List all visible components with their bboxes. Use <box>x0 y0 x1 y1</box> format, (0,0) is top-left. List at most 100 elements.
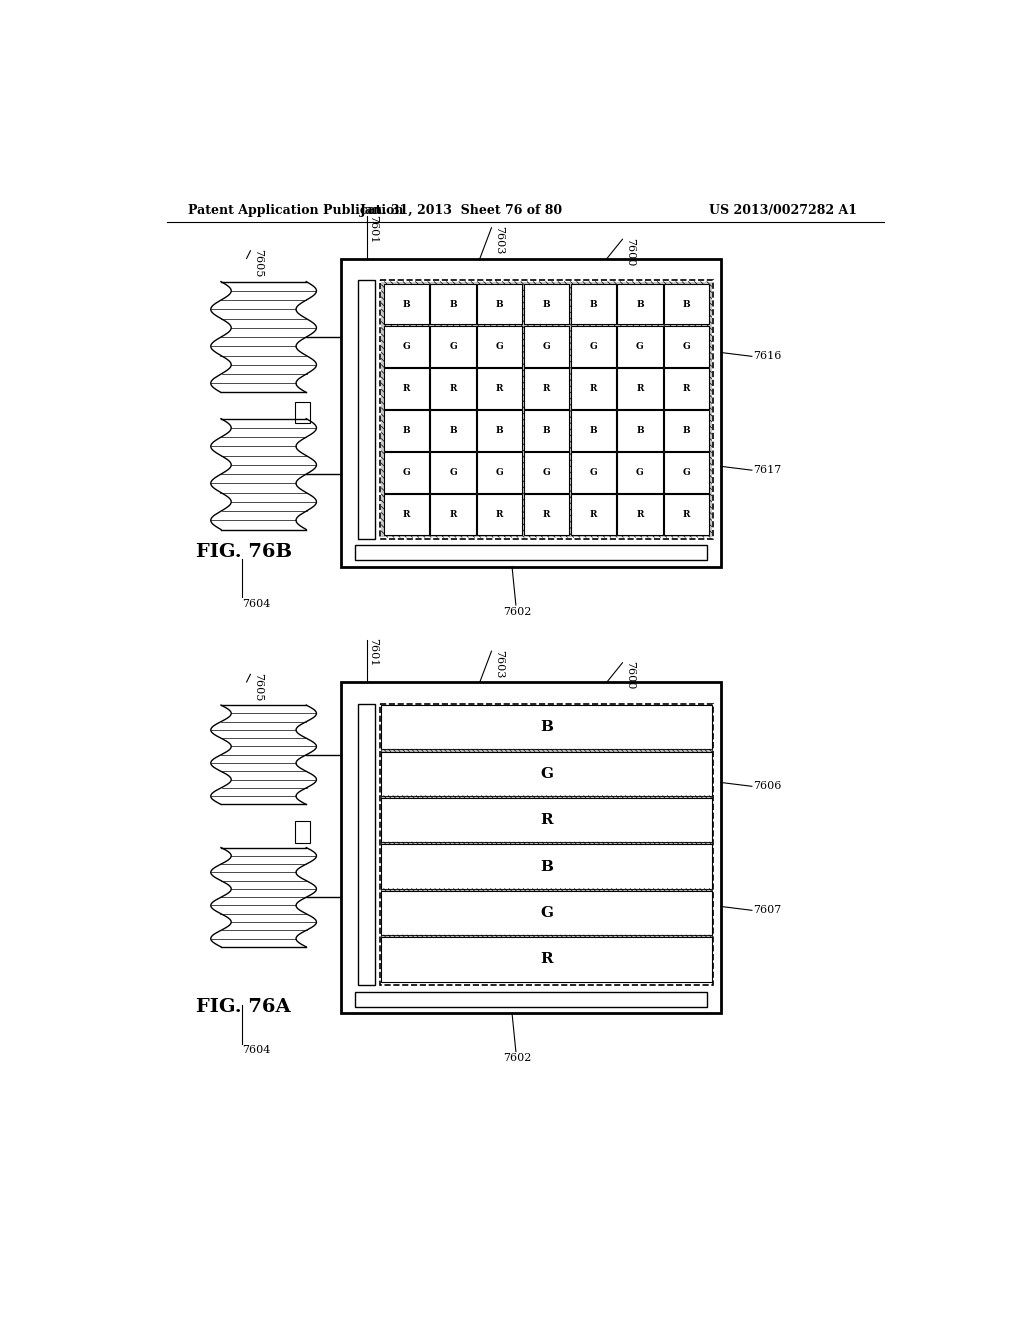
Bar <box>570 284 615 325</box>
Bar <box>358 704 375 985</box>
Text: R: R <box>590 510 597 519</box>
Bar <box>384 495 429 535</box>
Bar <box>381 842 712 845</box>
Text: G: G <box>496 469 504 477</box>
Text: R: R <box>402 510 410 519</box>
Text: 7605: 7605 <box>253 673 263 701</box>
Text: B: B <box>543 300 550 309</box>
Bar <box>617 284 663 325</box>
Bar <box>380 280 713 539</box>
Text: R: R <box>543 510 550 519</box>
Bar <box>617 326 663 367</box>
Text: G: G <box>450 469 457 477</box>
Text: 7601: 7601 <box>369 215 378 243</box>
Text: G: G <box>543 342 550 351</box>
Bar <box>341 682 721 1014</box>
Text: B: B <box>402 426 411 436</box>
Text: 7606: 7606 <box>754 781 781 791</box>
Polygon shape <box>211 847 316 946</box>
Bar <box>384 453 429 492</box>
Bar <box>524 326 569 367</box>
Text: R: R <box>683 384 690 393</box>
Text: 7604: 7604 <box>243 599 270 609</box>
Bar <box>380 704 713 985</box>
Polygon shape <box>211 418 316 529</box>
Text: G: G <box>450 342 457 351</box>
Bar <box>524 368 569 409</box>
Text: 7602: 7602 <box>503 607 531 616</box>
Text: R: R <box>683 510 690 519</box>
Text: R: R <box>450 384 457 393</box>
Bar <box>570 368 615 409</box>
Text: B: B <box>636 426 644 436</box>
Text: R: R <box>496 384 504 393</box>
Text: 7600: 7600 <box>625 238 635 267</box>
Bar <box>570 453 615 492</box>
Bar <box>617 368 663 409</box>
Polygon shape <box>211 281 316 392</box>
Polygon shape <box>211 705 316 804</box>
Text: 7604: 7604 <box>243 1045 270 1056</box>
Text: US 2013/0027282 A1: US 2013/0027282 A1 <box>710 205 857 218</box>
Text: B: B <box>450 300 457 309</box>
Bar <box>524 284 569 325</box>
Text: B: B <box>590 300 597 309</box>
Bar <box>617 453 663 492</box>
Bar <box>570 411 615 450</box>
Bar <box>381 751 712 796</box>
Text: FIG. 76A: FIG. 76A <box>197 998 291 1015</box>
Bar <box>355 991 707 1007</box>
Bar <box>384 368 429 409</box>
Bar <box>295 821 310 842</box>
Text: R: R <box>496 510 504 519</box>
Text: B: B <box>496 426 504 436</box>
Bar <box>570 495 615 535</box>
Text: 7601: 7601 <box>369 638 378 667</box>
Bar <box>381 799 712 842</box>
Bar <box>381 750 712 751</box>
Text: B: B <box>540 721 553 734</box>
Text: G: G <box>683 342 690 351</box>
Bar <box>430 326 475 367</box>
Bar <box>430 284 475 325</box>
Bar <box>384 326 429 367</box>
Text: R: R <box>636 384 644 393</box>
Text: B: B <box>543 426 550 436</box>
Bar <box>477 411 522 450</box>
Bar <box>617 411 663 450</box>
Text: Patent Application Publication: Patent Application Publication <box>188 205 403 218</box>
Text: 7617: 7617 <box>754 465 781 475</box>
Bar <box>665 495 710 535</box>
Bar <box>381 937 712 982</box>
Text: R: R <box>541 813 553 828</box>
Text: G: G <box>540 906 553 920</box>
Text: FIG. 76B: FIG. 76B <box>197 544 292 561</box>
Bar <box>381 888 712 891</box>
Text: 7600: 7600 <box>625 661 635 689</box>
Bar <box>384 411 429 450</box>
Bar <box>381 796 712 799</box>
Text: G: G <box>590 342 597 351</box>
Bar <box>430 411 475 450</box>
Bar <box>381 891 712 935</box>
Bar <box>381 935 712 937</box>
Text: B: B <box>496 300 504 309</box>
Text: Jan. 31, 2013  Sheet 76 of 80: Jan. 31, 2013 Sheet 76 of 80 <box>359 205 563 218</box>
Text: G: G <box>496 342 504 351</box>
Bar <box>617 495 663 535</box>
Bar <box>477 453 522 492</box>
Bar <box>355 545 707 560</box>
Bar <box>381 281 712 537</box>
Text: 7603: 7603 <box>494 649 504 678</box>
Text: 7603: 7603 <box>494 226 504 255</box>
Text: G: G <box>402 469 411 477</box>
Bar <box>477 368 522 409</box>
Bar <box>430 495 475 535</box>
Text: 7605: 7605 <box>253 249 263 277</box>
Text: G: G <box>402 342 411 351</box>
Bar <box>358 280 375 539</box>
Text: G: G <box>590 469 597 477</box>
Bar <box>295 401 310 424</box>
Text: G: G <box>636 342 644 351</box>
Text: B: B <box>590 426 597 436</box>
